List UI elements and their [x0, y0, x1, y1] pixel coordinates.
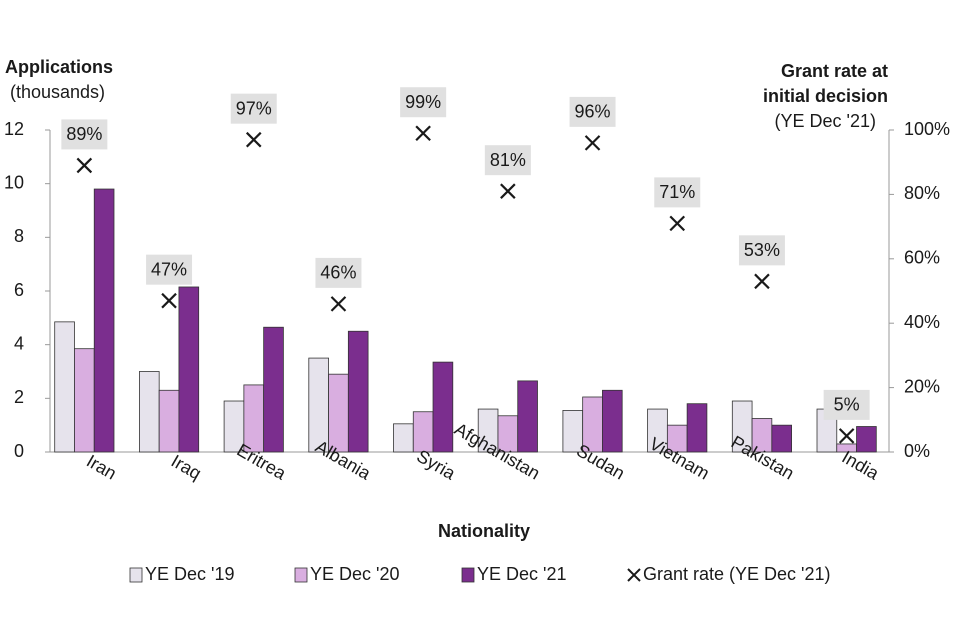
- bar: [771, 424, 792, 453]
- marker-stroke: [161, 292, 177, 309]
- marker-stroke: [838, 428, 855, 444]
- legend-label: YE Dec '21: [477, 564, 566, 584]
- grant-marker: [76, 157, 93, 174]
- y2-axis-title: Grant rate at: [781, 61, 888, 81]
- y-axis-title: Applications: [5, 57, 113, 77]
- y-tick-label: 8: [14, 226, 24, 246]
- grant-marker: [838, 428, 855, 444]
- legend-swatch: [129, 567, 143, 583]
- bar: [602, 389, 623, 453]
- label-box: [400, 87, 447, 118]
- grant-marker: [245, 131, 262, 148]
- y2-tick-label: 20%: [904, 376, 940, 396]
- bar: [93, 188, 115, 453]
- legend-label: YE Dec '20: [310, 564, 399, 584]
- y2-axis-title: initial decision: [763, 86, 888, 106]
- label-box: [569, 96, 616, 127]
- y2-tick-label: 0%: [904, 441, 930, 461]
- data-label: 89%: [66, 124, 102, 144]
- y-tick-label: 2: [14, 387, 24, 407]
- marker-stroke: [245, 131, 262, 148]
- y-tick-label: 12: [4, 119, 24, 139]
- label-box: [146, 254, 193, 285]
- legend-swatch: [461, 567, 475, 583]
- marker-stroke: [669, 215, 686, 232]
- label-box: [230, 93, 277, 124]
- grant-marker: [500, 183, 516, 199]
- grant-marker: [415, 125, 431, 141]
- y2-axis-title: (YE Dec '21): [775, 111, 876, 131]
- legend-label: Grant rate (YE Dec '21): [643, 564, 831, 584]
- data-label: 97%: [236, 98, 272, 118]
- x-tick-label: Iran: [83, 451, 120, 484]
- grant-marker: [754, 273, 770, 290]
- label-box: [484, 145, 531, 176]
- marker-stroke: [500, 183, 516, 199]
- y-tick-label: 4: [14, 333, 24, 353]
- bar: [74, 348, 95, 453]
- y2-tick-label: 100%: [904, 119, 950, 139]
- grant-marker: [330, 296, 347, 312]
- grant-marker: [669, 215, 686, 232]
- bar: [347, 330, 369, 453]
- marker-stroke: [76, 157, 93, 174]
- data-label: 46%: [320, 263, 356, 283]
- data-label: 5%: [834, 395, 860, 415]
- bar: [158, 389, 180, 453]
- bar: [139, 371, 160, 453]
- bar: [432, 361, 454, 453]
- y-axis-title: (thousands): [10, 82, 105, 102]
- bar: [856, 426, 877, 453]
- legend-swatch: [294, 567, 308, 583]
- bar: [178, 286, 200, 453]
- label-box: [823, 389, 870, 420]
- data-label: 47%: [151, 259, 187, 279]
- label-box: [61, 119, 108, 150]
- x-tick-label: Iraq: [168, 451, 205, 484]
- data-label: 96%: [575, 102, 611, 122]
- bar: [54, 321, 75, 453]
- data-label: 71%: [659, 182, 695, 202]
- bar: [393, 423, 414, 453]
- bar: [263, 326, 284, 453]
- y-tick-label: 0: [14, 441, 24, 461]
- y2-tick-label: 60%: [904, 248, 940, 268]
- grant-marker: [161, 292, 177, 309]
- legend-label: YE Dec '19: [145, 564, 234, 584]
- y-tick-label: 6: [14, 280, 24, 300]
- y2-tick-label: 40%: [904, 312, 940, 332]
- bar: [328, 373, 349, 453]
- legend-marker: [627, 568, 641, 582]
- bar: [686, 403, 708, 453]
- label-box: [315, 257, 362, 288]
- grant-marker: [584, 135, 601, 151]
- data-label: 81%: [490, 150, 526, 170]
- y-tick-label: 10: [4, 172, 24, 192]
- marker-stroke: [330, 296, 347, 312]
- bar: [517, 380, 538, 453]
- x-axis-title: Nationality: [438, 521, 530, 541]
- y2-tick-label: 80%: [904, 183, 940, 203]
- marker-stroke: [584, 135, 601, 151]
- data-label: 53%: [744, 240, 780, 260]
- marker-stroke: [754, 273, 770, 290]
- label-box: [738, 235, 785, 266]
- data-label: 99%: [405, 92, 441, 112]
- label-box: [654, 177, 701, 208]
- marker-stroke: [415, 125, 431, 141]
